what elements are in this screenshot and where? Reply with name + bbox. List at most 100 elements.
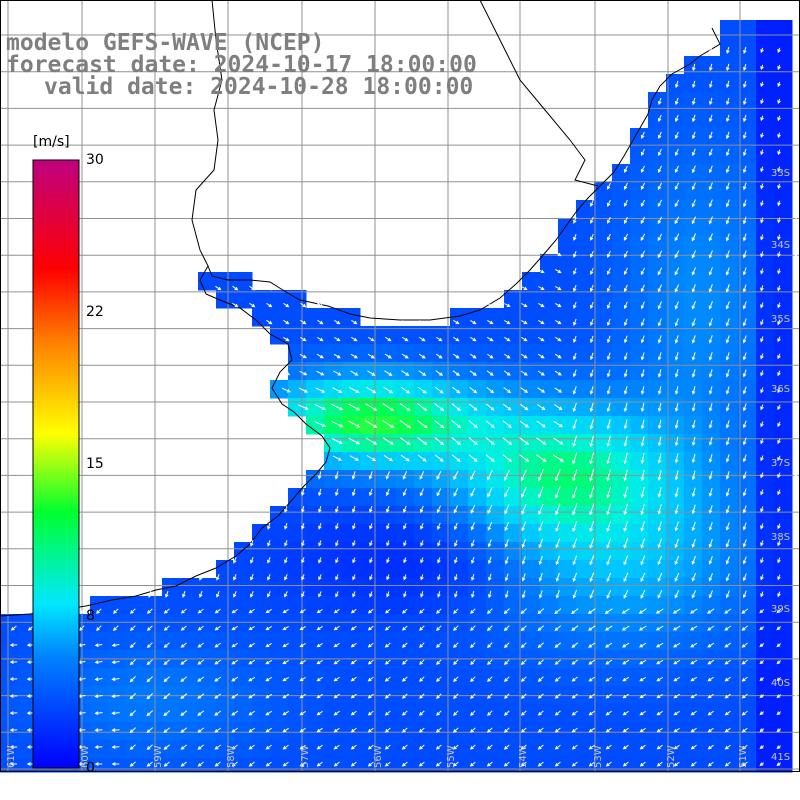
wind-arrow xyxy=(469,744,476,750)
wind-arrow xyxy=(369,540,373,547)
wind-speed-cell xyxy=(756,416,775,435)
wind-arrow xyxy=(146,676,154,683)
wind-arrow xyxy=(503,625,510,632)
wind-arrow xyxy=(368,336,375,342)
wind-arrow xyxy=(741,625,749,631)
wind-arrow xyxy=(640,131,645,139)
wind-arrow xyxy=(318,505,322,513)
wind-speed-cell xyxy=(756,344,775,363)
wind-arrow xyxy=(640,369,645,378)
wind-arrow xyxy=(452,353,460,359)
wind-arrow xyxy=(350,642,357,648)
wind-speed-cell xyxy=(684,290,703,309)
wind-speed-cell xyxy=(108,668,127,687)
wind-arrow xyxy=(760,268,764,275)
wind-arrow xyxy=(197,727,205,733)
wind-speed-cell xyxy=(738,92,757,111)
wind-speed-cell xyxy=(720,632,739,651)
wind-speed-cell xyxy=(684,92,703,111)
wind-speed-cell xyxy=(720,434,739,453)
wind-arrow xyxy=(589,318,594,326)
wind-arrow xyxy=(452,761,459,767)
wind-speed-cell xyxy=(468,344,487,363)
wind-arrow xyxy=(367,608,374,614)
wind-arrow xyxy=(623,503,628,516)
wind-arrow xyxy=(725,403,730,412)
wind-speed-cell xyxy=(540,380,559,399)
wind-arrow xyxy=(283,319,290,325)
wind-arrow xyxy=(588,693,595,699)
wind-arrow xyxy=(691,216,697,225)
colorbar-ramp xyxy=(32,159,80,769)
wind-arrow xyxy=(283,302,290,308)
wind-speed-cell xyxy=(324,380,343,399)
wind-speed-cell xyxy=(630,470,649,489)
wind-arrow xyxy=(454,539,458,547)
wind-arrow xyxy=(573,318,577,326)
wind-arrow xyxy=(163,642,170,648)
wind-speed-cell xyxy=(756,20,775,39)
wind-arrow xyxy=(504,693,510,699)
wind-arrow xyxy=(760,115,764,122)
wind-arrow xyxy=(420,574,424,581)
wind-arrow xyxy=(657,250,663,259)
wind-speed-cell xyxy=(432,470,451,489)
wind-arrow xyxy=(163,761,170,767)
wind-speed-cell xyxy=(216,740,235,759)
wind-speed-field xyxy=(0,20,793,773)
wind-speed-cell xyxy=(432,524,451,543)
wind-arrow xyxy=(604,625,613,631)
wind-speed-cell xyxy=(180,722,199,741)
wind-arrow xyxy=(623,165,628,173)
wind-speed-cell xyxy=(306,398,325,417)
wind-arrow xyxy=(623,386,628,395)
wind-speed-cell xyxy=(342,470,361,489)
wind-arrow xyxy=(417,403,428,412)
wind-arrow xyxy=(709,80,713,89)
wind-speed-cell xyxy=(630,308,649,327)
wind-speed-cell xyxy=(414,722,433,741)
wind-speed-cell xyxy=(612,488,631,507)
wind-arrow xyxy=(233,591,237,598)
wind-arrow xyxy=(555,520,561,532)
wind-arrow xyxy=(470,659,476,666)
wind-arrow xyxy=(590,216,594,224)
wind-speed-cell xyxy=(540,668,559,687)
wind-arrow xyxy=(317,302,324,308)
wind-arrow xyxy=(367,642,374,648)
wind-arrow xyxy=(724,744,731,750)
wind-speed-cell xyxy=(162,596,181,615)
wind-arrow xyxy=(640,402,645,413)
wind-arrow xyxy=(657,97,662,105)
wind-arrow xyxy=(350,693,357,699)
latitude-label: 36S xyxy=(771,384,790,395)
wind-speed-cell xyxy=(288,506,307,525)
wind-speed-cell xyxy=(702,470,721,489)
wind-arrow xyxy=(402,471,408,480)
wind-speed-cell xyxy=(360,578,379,597)
wind-arrow xyxy=(605,642,613,648)
wind-arrow xyxy=(265,727,272,733)
wind-speed-cell xyxy=(648,506,667,525)
wind-speed-cell xyxy=(684,380,703,399)
wind-arrow xyxy=(129,642,136,649)
wind-arrow xyxy=(487,353,494,359)
wind-speed-cell xyxy=(396,344,415,363)
wind-arrow xyxy=(777,234,781,241)
wind-arrow xyxy=(521,590,526,599)
wind-arrow xyxy=(248,744,255,750)
wind-speed-cell xyxy=(558,578,577,597)
latitude-label: 34S xyxy=(771,240,790,251)
wind-speed-cell xyxy=(360,344,379,363)
wind-arrow xyxy=(400,386,411,394)
wind-arrow xyxy=(418,727,425,733)
wind-arrow xyxy=(403,557,407,564)
title-model: modelo GEFS-WAVE (NCEP) xyxy=(6,30,325,56)
wind-speed-cell xyxy=(594,614,613,633)
wind-arrow xyxy=(282,370,291,376)
wind-speed-cell xyxy=(720,488,739,507)
wind-speed-cell xyxy=(558,218,577,237)
wind-arrow xyxy=(146,693,154,700)
wind-arrow xyxy=(691,538,696,548)
wind-arrow xyxy=(470,504,476,514)
